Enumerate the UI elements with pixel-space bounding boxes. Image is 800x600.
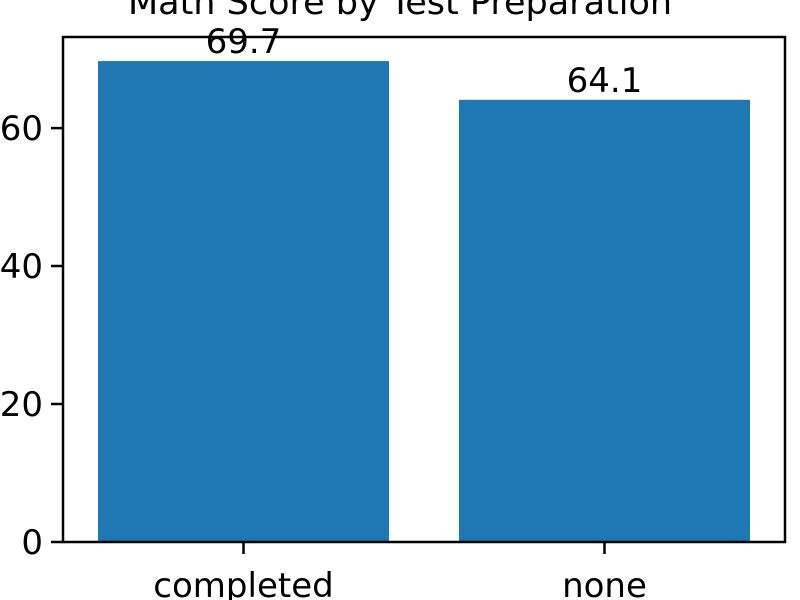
bars-group: 69.7 64.1 [98, 22, 750, 543]
chart-title: Math Score by Test Preparation [128, 0, 672, 23]
y-tick-label: 0 [21, 523, 43, 563]
data-label-none: 64.1 [567, 61, 643, 101]
y-tick-label: 60 [0, 109, 43, 149]
y-axis: 0 20 40 60 [0, 109, 63, 563]
plot-frame [61, 35, 787, 544]
y-tick-label: 40 [0, 247, 43, 287]
x-tick-label-none: none [562, 566, 647, 600]
bar-completed [98, 61, 389, 542]
x-axis: completed none [153, 542, 647, 600]
x-tick-label-completed: completed [153, 566, 333, 600]
bar-none [459, 99, 750, 543]
y-tick-label: 20 [0, 385, 43, 425]
data-label-completed: 69.7 [206, 22, 282, 62]
